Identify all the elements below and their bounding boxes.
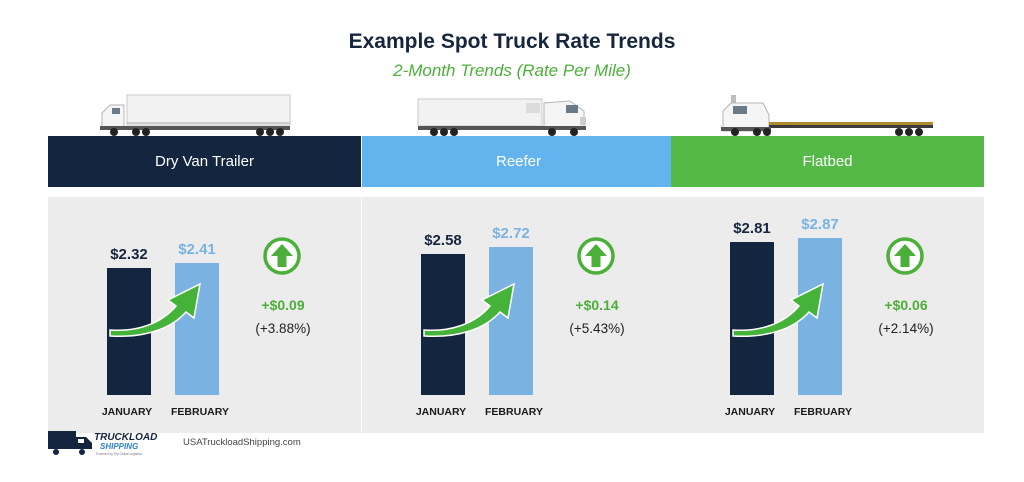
change-percent: (+2.14%) <box>878 321 934 336</box>
trend-up-arrow-icon <box>732 282 824 338</box>
dry-van-header: Dry Van Trailer <box>48 136 361 187</box>
chart-title: Example Spot Truck Rate Trends <box>348 30 676 53</box>
trend-up-arrow-icon <box>109 282 201 338</box>
january-bar <box>421 254 465 395</box>
increase-icon <box>886 237 924 275</box>
flatbed-header: Flatbed <box>671 136 984 187</box>
february-bar <box>489 247 533 395</box>
panel-flatbed: Flatbed $2.81 $2.87 JANUARY FEBRUARY +$0… <box>671 93 984 433</box>
february-axis-label: FEBRUARY <box>794 406 852 418</box>
svg-text:Powered by Dry Global Logistic: Powered by Dry Global Logistics <box>96 452 142 456</box>
january-axis-label: JANUARY <box>724 406 776 418</box>
dry-van-chart: $2.32 $2.41 JANUARY FEBRUARY +$0.09 (+3.… <box>48 197 361 433</box>
flatbed-chart: $2.81 $2.87 JANUARY FEBRUARY +$0.06 (+2.… <box>671 197 984 433</box>
panel-dry-van: Dry Van Trailer $2.32 $2.41 JANUARY FEBR… <box>48 93 361 433</box>
flatbed-truck-image <box>721 95 933 136</box>
reefer-chart: $2.58 $2.72 JANUARY FEBRUARY +$0.14 (+5.… <box>362 197 675 433</box>
change-value: +$0.14 <box>575 297 619 313</box>
trend-up-arrow-icon <box>423 282 515 338</box>
chart-subtitle: 2-Month Trends (Rate Per Mile) <box>393 61 631 80</box>
change-value: +$0.06 <box>884 297 928 313</box>
february-axis-label: FEBRUARY <box>171 406 229 418</box>
february-axis-label: FEBRUARY <box>485 406 543 418</box>
increase-icon <box>263 237 301 275</box>
panel-reefer: Reefer $2.58 $2.72 JANUARY FEBRUARY +$0.… <box>362 93 675 433</box>
change-percent: (+5.43%) <box>569 321 625 336</box>
january-axis-label: JANUARY <box>415 406 467 418</box>
reefer-truck-image <box>417 98 586 136</box>
february-value-label: $2.72 <box>492 225 530 242</box>
january-value-label: $2.81 <box>733 220 771 237</box>
january-axis-label: JANUARY <box>101 406 153 418</box>
january-bar <box>730 242 774 395</box>
truckload-shipping-logo: TRUCKLOAD SHIPPING Powered by Dry Global… <box>48 431 157 456</box>
website-url: USATruckloadShipping.com <box>183 437 301 448</box>
january-value-label: $2.58 <box>424 232 462 249</box>
change-percent: (+3.88%) <box>255 321 311 336</box>
svg-text:TRUCKLOAD: TRUCKLOAD <box>94 432 157 443</box>
february-value-label: $2.41 <box>178 241 216 258</box>
svg-text:SHIPPING: SHIPPING <box>100 442 138 451</box>
change-value: +$0.09 <box>261 297 305 313</box>
dry-van-truck-image <box>100 94 291 136</box>
february-value-label: $2.87 <box>801 216 839 233</box>
increase-icon <box>577 237 615 275</box>
reefer-header: Reefer <box>362 136 675 187</box>
january-value-label: $2.32 <box>110 246 148 263</box>
